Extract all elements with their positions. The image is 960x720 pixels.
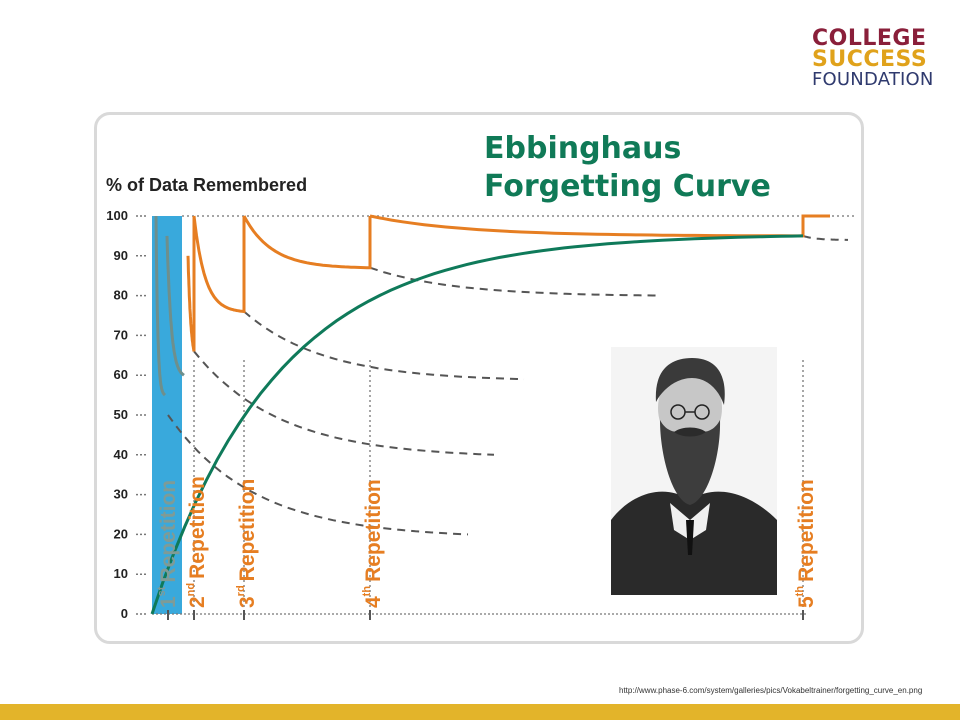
y-tick-label: 80	[114, 288, 128, 303]
decay-dashed-curve	[802, 234, 848, 241]
first-interval-curve	[154, 215, 167, 397]
repetition-ordinal: 2	[186, 596, 209, 608]
y-tick-label: 10	[114, 566, 128, 581]
repetition-ordinal: 1	[157, 596, 180, 608]
y-tick-label: 70	[114, 327, 128, 342]
repetition-label: 1st Repetition	[156, 480, 180, 608]
repetition-ordinal-suffix: nd	[185, 583, 197, 596]
repetition-ordinal: 3	[236, 596, 259, 608]
y-tick-label: 30	[114, 487, 128, 502]
repetition-ordinal-suffix: rd	[235, 585, 247, 596]
decay-dashed-curve	[243, 310, 525, 381]
ebbinghaus-portrait	[611, 347, 777, 595]
repetition-word: Repetition	[236, 479, 259, 582]
repetition-ordinal-suffix: th	[361, 586, 373, 597]
y-tick-label: 40	[114, 447, 128, 462]
y-tick-label: 20	[114, 526, 128, 541]
repetition-label: 5th Repetition	[794, 479, 818, 608]
repetition-word: Repetition	[795, 479, 818, 582]
retention-curve-segment	[369, 214, 805, 238]
footer-bar	[0, 704, 960, 720]
retention-curve-segment	[242, 215, 372, 270]
repetition-word: Repetition	[362, 479, 385, 582]
logo-line-college: COLLEGE	[812, 26, 927, 51]
source-url: http://www.phase-6.com/system/galleries/…	[619, 686, 923, 695]
repetition-word: Repetition	[157, 480, 180, 583]
repetition-ordinal: 4	[362, 596, 385, 608]
y-tick-label: 90	[114, 248, 128, 263]
y-tick-label: 0	[121, 606, 128, 621]
repetition-ordinal-suffix: st	[156, 586, 168, 596]
decay-dashed-curve	[193, 350, 495, 456]
repetition-label: 3rd Repetition	[235, 479, 259, 608]
chart-title: Ebbinghaus Forgetting Curve	[484, 131, 771, 204]
logo-line-success: SUCCESS	[812, 47, 928, 72]
decay-dashed-curve	[369, 266, 661, 297]
decay-dashed-curve	[167, 414, 469, 536]
repetition-label: 2nd Repetition	[185, 476, 209, 608]
first-interval-curve	[165, 235, 185, 377]
chart-title-line: Ebbinghaus	[484, 131, 681, 166]
retention-final-plateau	[801, 214, 830, 236]
y-axis-label: % of Data Remembered	[106, 175, 307, 195]
long-term-retention-curve	[150, 234, 804, 615]
repetition-ordinal-suffix: th	[794, 586, 806, 597]
y-tick-label: 50	[114, 407, 128, 422]
repetition-ordinal: 5	[795, 596, 818, 608]
college-success-foundation-logo: COLLEGE SUCCESS FOUNDATION	[812, 28, 938, 90]
chart-title-line: Forgetting Curve	[484, 169, 771, 204]
retention-curve-segment	[186, 255, 196, 352]
retention-curve-segment	[192, 215, 246, 314]
repetition-label: 4th Repetition	[361, 479, 385, 608]
repetition-word: Repetition	[186, 476, 209, 579]
y-tick-label: 60	[114, 367, 128, 382]
y-tick-label: 100	[106, 208, 128, 223]
logo-line-foundation: FOUNDATION	[812, 69, 934, 90]
